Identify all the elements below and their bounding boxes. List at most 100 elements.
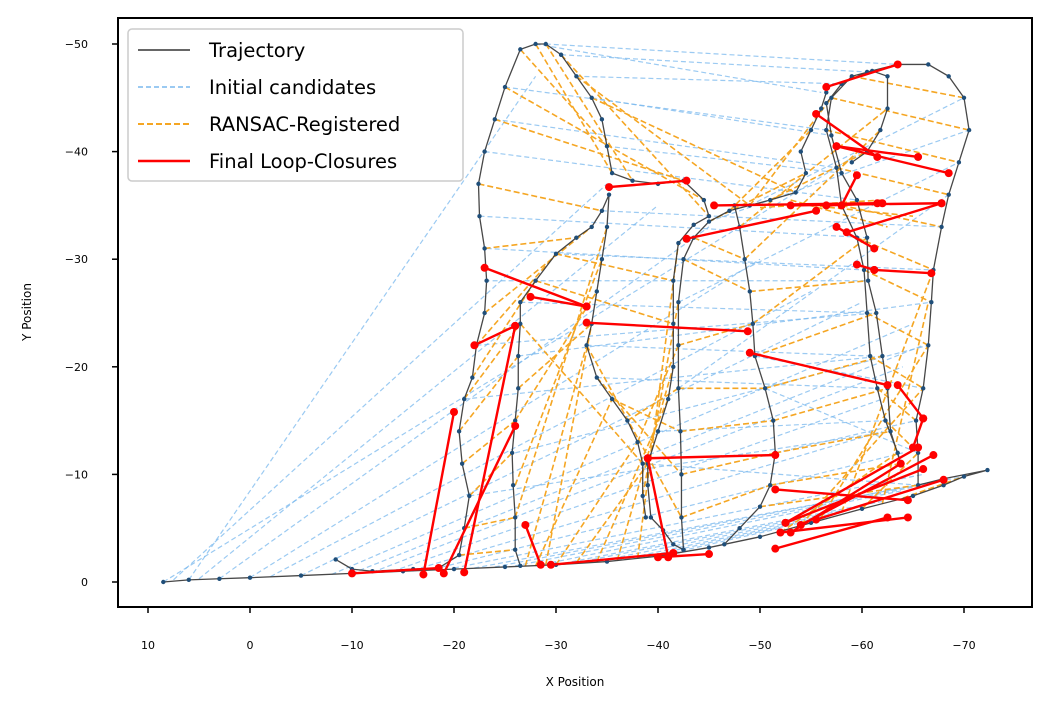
trajectory-point bbox=[609, 396, 615, 402]
trajectory-point bbox=[676, 240, 681, 246]
ransac-line bbox=[728, 129, 812, 212]
trajectory-point bbox=[926, 343, 931, 348]
loop-closure-endpoint bbox=[786, 201, 795, 210]
ransac-line bbox=[851, 75, 965, 99]
ransac-line bbox=[636, 242, 680, 559]
y-tick-label: −50 bbox=[65, 38, 88, 51]
ransac-line bbox=[841, 204, 942, 228]
trajectory-point bbox=[803, 170, 809, 176]
x-tick-label: −40 bbox=[646, 639, 669, 652]
loop-closure-endpoint bbox=[909, 443, 917, 452]
loop-closure-line bbox=[484, 266, 588, 308]
candidate-line bbox=[657, 527, 781, 557]
ransac-line bbox=[560, 54, 710, 217]
candidate-line bbox=[469, 430, 891, 497]
candidate-line bbox=[596, 511, 842, 563]
y-tick-label: −30 bbox=[65, 253, 88, 266]
candidate-line bbox=[642, 463, 919, 486]
trajectory-point bbox=[747, 289, 752, 294]
loop-closure-endpoint bbox=[745, 348, 754, 357]
loop-closure-endpoint bbox=[771, 485, 780, 494]
trajectory-point bbox=[630, 178, 635, 183]
candidate-line bbox=[596, 376, 878, 389]
candidate-line bbox=[249, 258, 761, 579]
trajectory-point bbox=[509, 450, 515, 456]
y-axis-label: Y Position bbox=[20, 283, 34, 342]
loop-closure-line bbox=[586, 321, 748, 333]
loop-closure-line bbox=[874, 268, 932, 275]
trajectory-point bbox=[558, 52, 564, 57]
ransac-line bbox=[461, 419, 516, 465]
trajectory-point bbox=[679, 472, 684, 477]
trajectory-point bbox=[492, 117, 497, 122]
ransac-line bbox=[881, 302, 930, 504]
ransac-line bbox=[769, 150, 868, 201]
trajectory-point bbox=[484, 278, 489, 283]
ransac-line bbox=[535, 279, 674, 325]
loop-closure-endpoint bbox=[822, 201, 831, 210]
loop-closure-line bbox=[826, 202, 883, 207]
trajectory-point bbox=[451, 566, 457, 572]
loop-closure-line bbox=[846, 202, 942, 234]
legend-label-final-loop-closures: Final Loop-Closures bbox=[209, 150, 397, 173]
trajectory-point bbox=[516, 353, 521, 359]
loop-closure-endpoint bbox=[654, 553, 662, 562]
trajectory-point bbox=[867, 353, 873, 359]
trajectory-path bbox=[511, 194, 647, 567]
trajectory-point bbox=[824, 100, 829, 106]
loop-closure-endpoint bbox=[919, 465, 928, 474]
trajectory-point bbox=[829, 133, 834, 138]
ransac-line bbox=[555, 253, 674, 282]
trajectory-point bbox=[701, 197, 707, 203]
ransac-line bbox=[680, 419, 774, 433]
trajectory-point bbox=[875, 386, 880, 391]
trajectory-point bbox=[599, 257, 605, 262]
ransac-line bbox=[475, 253, 557, 346]
trajectory-point bbox=[604, 144, 610, 149]
loop-closure-endpoint bbox=[837, 201, 846, 210]
loop-closure-endpoint bbox=[927, 269, 936, 278]
loop-closure-endpoint bbox=[682, 234, 691, 243]
ransac-line bbox=[683, 258, 751, 293]
trajectory-point bbox=[678, 429, 683, 434]
ransac-line bbox=[464, 516, 516, 529]
trajectory-point bbox=[861, 267, 867, 273]
x-tick-label: −30 bbox=[544, 639, 567, 652]
trajectory-point bbox=[467, 493, 472, 499]
trajectory-point bbox=[808, 127, 814, 133]
ransac-line bbox=[534, 43, 613, 174]
loop-closure-endpoint bbox=[893, 60, 902, 69]
trajectory-point bbox=[477, 213, 482, 219]
trajectory-point bbox=[864, 310, 870, 316]
candidate-line bbox=[515, 344, 929, 454]
loop-closure-endpoint bbox=[878, 199, 887, 208]
loop-closure-endpoint bbox=[439, 569, 448, 578]
trajectory-point bbox=[854, 197, 860, 203]
ransac-line bbox=[693, 236, 746, 260]
loop-closure-endpoint bbox=[896, 459, 905, 468]
trajectory-point bbox=[599, 208, 605, 213]
trajectory-point bbox=[874, 310, 879, 316]
ransac-line bbox=[575, 463, 649, 564]
trajectory-point bbox=[926, 62, 931, 67]
candidate-line bbox=[270, 290, 812, 578]
candidate-line bbox=[591, 97, 832, 137]
loop-closure-line bbox=[422, 411, 456, 575]
loop-closure-line bbox=[836, 145, 919, 159]
candidate-line bbox=[474, 475, 965, 569]
ransac-line bbox=[773, 387, 888, 422]
trajectory-point bbox=[750, 321, 756, 326]
loop-closure-line bbox=[646, 458, 670, 558]
x-tick-label: −10 bbox=[340, 639, 363, 652]
trajectory-point bbox=[518, 321, 523, 326]
candidate-line bbox=[413, 430, 883, 571]
candidate-line bbox=[601, 210, 942, 228]
trajectory-point bbox=[671, 278, 676, 283]
x-tick-label: −60 bbox=[850, 639, 873, 652]
loop-closure-endpoint bbox=[929, 451, 938, 460]
trajectory-point bbox=[516, 386, 521, 391]
trajectory-point bbox=[946, 74, 951, 79]
loop-closure-endpoint bbox=[605, 183, 614, 192]
candidate-line bbox=[586, 344, 871, 357]
ransac-line bbox=[545, 43, 634, 182]
